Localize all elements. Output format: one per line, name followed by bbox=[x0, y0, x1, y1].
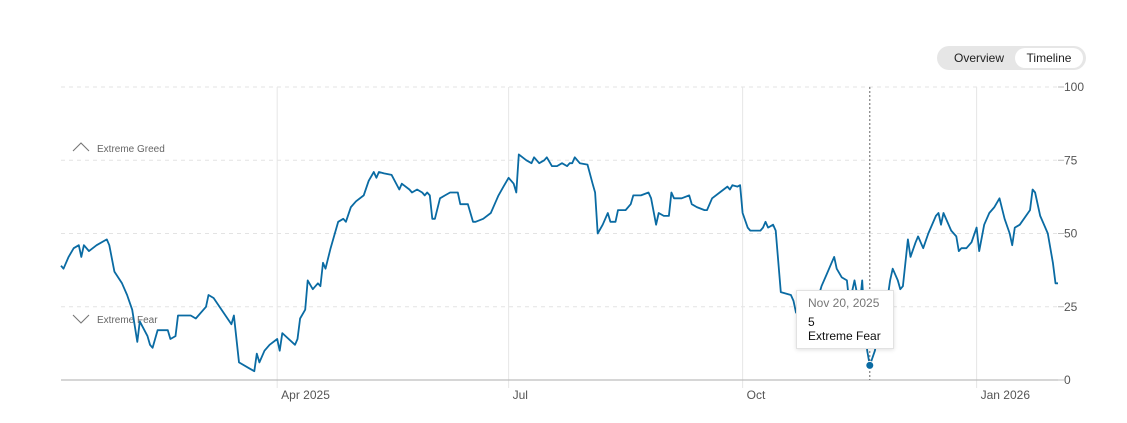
timeline-toggle-button[interactable]: Timeline bbox=[1015, 48, 1083, 68]
y-tick-label: 100 bbox=[1064, 80, 1084, 94]
x-tick-label: Jul bbox=[513, 388, 528, 402]
extreme-fear-down-chevron-icon bbox=[72, 314, 90, 324]
extreme-fear-label: Extreme Fear bbox=[97, 315, 158, 326]
grid-layer bbox=[61, 86, 1058, 388]
y-tick-label: 75 bbox=[1064, 153, 1078, 167]
series-layer bbox=[60, 153, 1058, 373]
series-line bbox=[60, 153, 1058, 373]
x-tick-label: Apr 2025 bbox=[281, 388, 330, 402]
y-tick-label: 0 bbox=[1064, 373, 1071, 387]
x-tick-label: Jan 2026 bbox=[981, 388, 1031, 402]
extreme-greed-up-chevron-icon bbox=[72, 142, 90, 152]
zone-markers: Extreme Greed Extreme Fear bbox=[72, 142, 165, 326]
extreme-greed-label: Extreme Greed bbox=[97, 144, 165, 155]
data-tooltip: Nov 20, 2025 5 Extreme Fear bbox=[796, 290, 894, 349]
axes: 0 25 50 75 100 Apr 2025 Jul Oct Jan 2026 bbox=[61, 80, 1084, 402]
highlight-point bbox=[865, 360, 875, 370]
tooltip-rating: Extreme Fear bbox=[808, 329, 881, 343]
y-tick-label: 50 bbox=[1064, 227, 1078, 241]
overview-toggle-button[interactable]: Overview bbox=[953, 51, 1004, 65]
x-tick-label: Oct bbox=[747, 388, 766, 402]
y-tick-label: 25 bbox=[1064, 300, 1078, 314]
tooltip-value: 5 bbox=[808, 315, 815, 329]
tooltip-date: Nov 20, 2025 bbox=[808, 296, 880, 310]
view-toggle: Overview Timeline bbox=[937, 46, 1086, 70]
